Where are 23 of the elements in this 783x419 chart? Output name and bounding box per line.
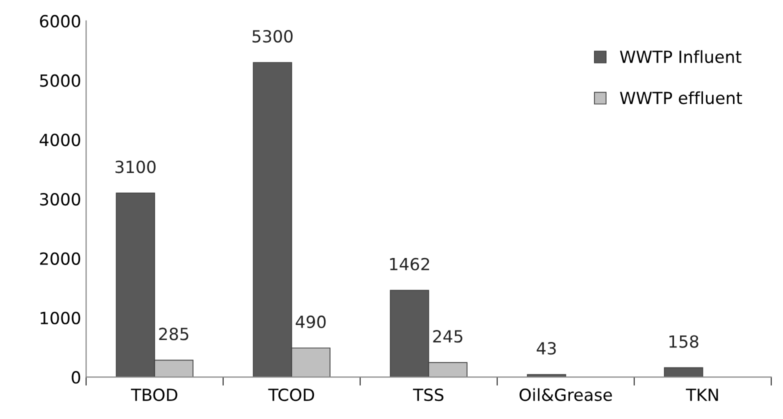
y-tick-label: 1000	[40, 312, 80, 324]
data-label: 3100	[116, 160, 156, 174]
data-label: 245	[433, 330, 462, 343]
data-label: 5300	[252, 30, 293, 43]
x-tick-label: TKN	[686, 388, 718, 401]
x-tick-label: Oil&Grease	[520, 388, 612, 402]
data-label: 1462	[390, 258, 430, 270]
legend-label: WWTP Influent	[620, 50, 742, 64]
y-tick-label: 6000	[40, 14, 80, 28]
data-label: 43	[536, 342, 556, 355]
y-tick-label: 3000	[40, 192, 80, 206]
x-tick-label: TCOD	[268, 388, 314, 402]
y-tick-label: 0	[72, 371, 80, 384]
data-label: 285	[159, 328, 188, 340]
x-tick-label: TSS	[412, 388, 444, 402]
data-label: 490	[296, 316, 326, 328]
data-label: 158	[669, 335, 698, 348]
bar	[664, 367, 704, 378]
y-tick-label: 5000	[40, 74, 80, 87]
x-tick-label: TBOD	[130, 388, 178, 402]
y-tick-label: 2000	[40, 252, 80, 265]
y-tick-label: 4000	[40, 134, 80, 146]
legend-label: WWTP effluent	[620, 91, 742, 104]
